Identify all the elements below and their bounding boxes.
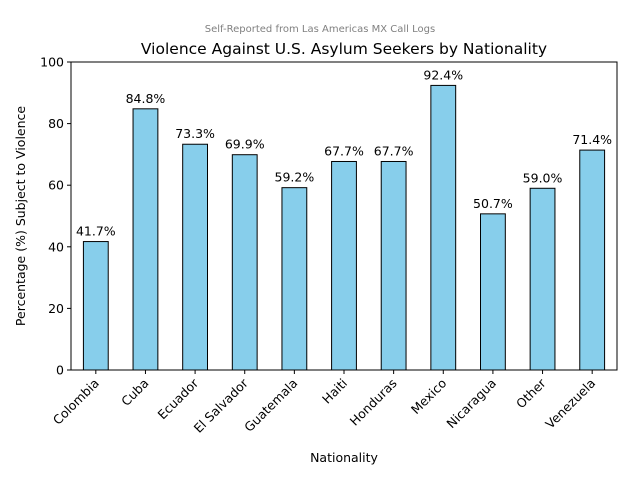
- x-tick-label: Guatemala: [241, 376, 300, 435]
- x-tick-label: Colombia: [50, 376, 102, 428]
- data-label: 41.7%: [76, 224, 116, 239]
- bar-ecuador: [182, 143, 209, 371]
- data-label: 84.8%: [126, 91, 166, 106]
- data-label: 69.9%: [225, 137, 265, 152]
- bar-colombia: [82, 241, 109, 371]
- bar-haiti: [331, 160, 357, 371]
- y-tick-label: 20: [48, 301, 64, 316]
- data-label: 59.2%: [275, 170, 315, 185]
- bar-venezuela: [579, 149, 606, 371]
- plot-frame: [70, 61, 618, 371]
- x-tick-label: Venezuela: [542, 376, 598, 432]
- chart-title: Violence Against U.S. Asylum Seekers by …: [141, 40, 547, 58]
- y-tick-label: 0: [56, 363, 64, 378]
- y-tick-label: 100: [40, 55, 64, 70]
- data-label: 59.0%: [523, 170, 563, 185]
- bar-other: [529, 187, 556, 371]
- x-tick-label: Honduras: [347, 376, 400, 429]
- x-tick-label: Ecuador: [154, 375, 201, 422]
- bar-guatemala: [281, 187, 308, 371]
- y-tick-label: 80: [48, 116, 64, 131]
- y-tick-label: 60: [48, 178, 64, 193]
- y-axis-title: Percentage (%) Subject to Violence: [13, 106, 28, 326]
- x-tick-label: Nicaragua: [443, 376, 499, 432]
- x-tick-label: Haiti: [319, 376, 350, 407]
- bar-cuba: [132, 108, 159, 371]
- data-label: 92.4%: [423, 67, 463, 82]
- data-label: 67.7%: [374, 143, 414, 158]
- bars-layer: 41.7% 84.8% 73.3% 69.9% 59.2% 67.7% 67.7% 92.4%…: [76, 67, 612, 371]
- chart-subtitle: Self-Reported from Las Americas MX Call …: [205, 24, 435, 35]
- bar-mexico: [430, 84, 457, 371]
- data-label: 50.7%: [473, 196, 513, 211]
- x-axis-title: Nationality: [310, 450, 378, 465]
- bar-el-salvador: [231, 154, 258, 371]
- bar-nicaragua: [480, 213, 506, 371]
- bar-honduras: [380, 160, 407, 371]
- data-label: 73.3%: [175, 126, 215, 141]
- data-label: 67.7%: [324, 143, 364, 158]
- data-label: 71.4%: [572, 132, 612, 147]
- y-tick-label: 40: [48, 239, 64, 254]
- x-tick-label: Cuba: [118, 376, 151, 409]
- x-tick-label: Mexico: [408, 376, 449, 417]
- x-tick-label: Other: [513, 375, 549, 411]
